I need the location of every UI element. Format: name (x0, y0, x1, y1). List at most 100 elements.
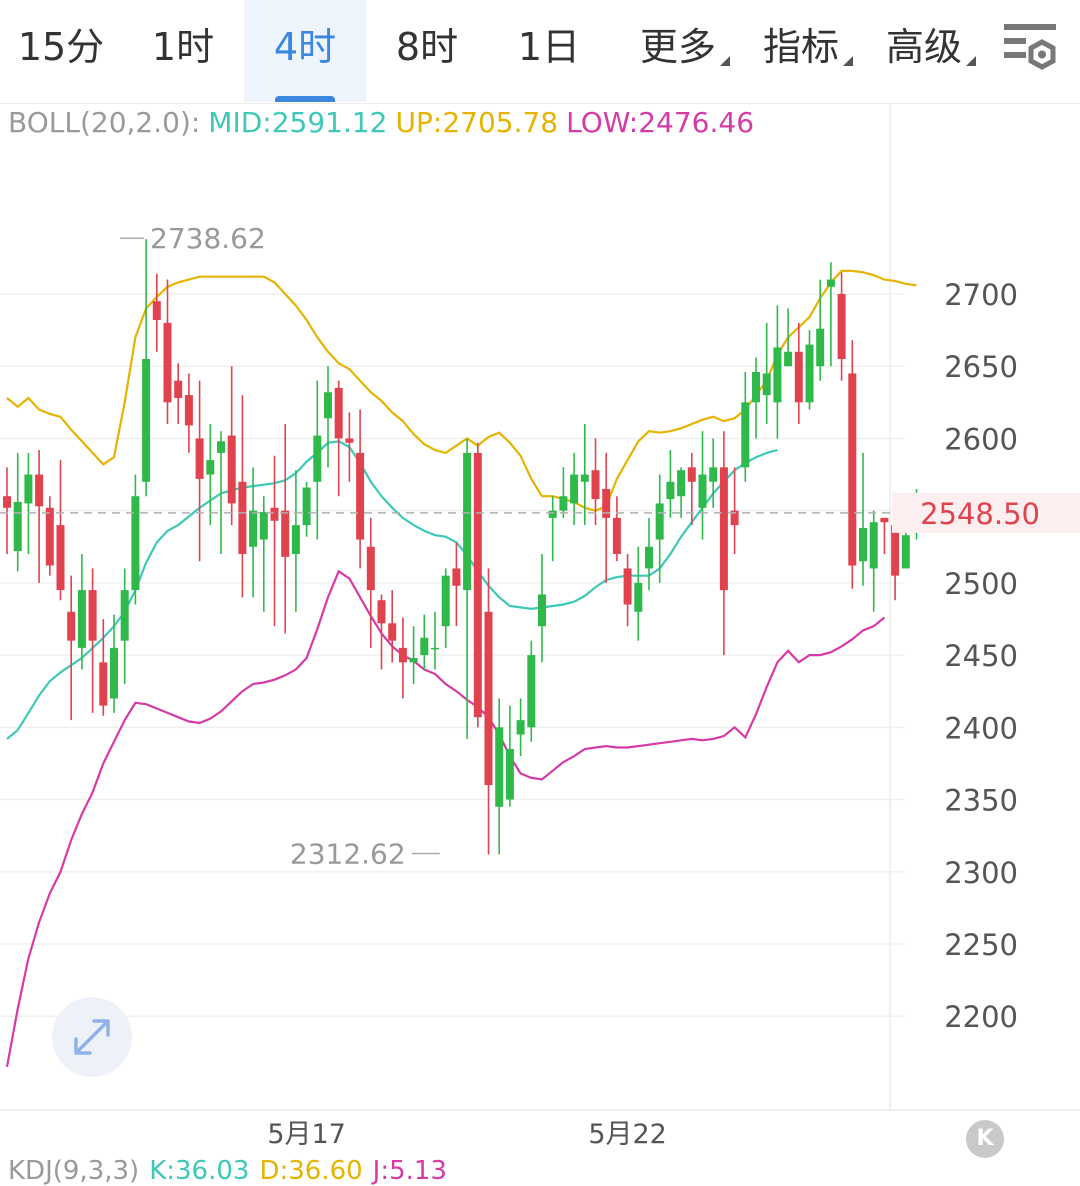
candle-body (24, 474, 33, 504)
candle-body (163, 322, 172, 403)
candle-body (869, 522, 878, 569)
candle-body (195, 438, 204, 479)
boll-low-value: LOW:2476.46 (566, 106, 755, 139)
boll-label: BOLL(20,2.0): (8, 106, 201, 139)
candle-body (655, 503, 664, 540)
candlestick-chart[interactable]: 2700265026002550250024502400235023002250… (0, 104, 1080, 1154)
candle-body (409, 657, 418, 663)
candle-body (612, 517, 621, 554)
timeframe-tabs: 15分 1时 4时 8时 1日 更多 指标 高级 (0, 0, 1080, 104)
candle-body (495, 727, 504, 807)
tab-more-dropdown[interactable]: 更多 (622, 0, 734, 102)
candle-body (206, 460, 215, 475)
candle-body (398, 647, 407, 663)
candle-body (891, 525, 900, 576)
candle-body (302, 487, 311, 526)
low-marker-label: 2312.62 (290, 838, 406, 871)
candle-body (538, 594, 546, 627)
tab-advanced-dropdown[interactable]: 高级 (868, 0, 980, 102)
candle-body (741, 402, 750, 468)
candle-body (730, 510, 739, 526)
y-tick-label: 2300 (944, 856, 1018, 890)
tab-15min[interactable]: 15分 (0, 0, 122, 102)
y-tick-label: 2500 (944, 567, 1018, 601)
y-tick-label: 2250 (944, 928, 1018, 962)
candle-body (634, 582, 643, 612)
candle-body (677, 470, 686, 497)
candle-body (527, 655, 536, 728)
boll-up-value: UP:2705.78 (395, 106, 559, 139)
candle-body (516, 720, 525, 735)
candle-body (56, 525, 65, 591)
candle-body (184, 395, 193, 426)
tab-label: 15分 (17, 25, 105, 69)
dropdown-caret-icon (966, 56, 976, 66)
boll-mid-line (6, 440, 778, 740)
tab-label: 1日 (517, 25, 581, 69)
candle-body (441, 575, 450, 627)
candle-body (645, 546, 653, 569)
candle-body (13, 501, 22, 552)
current-price-tag (892, 492, 1080, 533)
active-tab-indicator (275, 96, 335, 102)
candle-body (826, 279, 835, 287)
candle-body (99, 662, 108, 706)
dropdown-caret-icon (843, 56, 853, 66)
candle-body (837, 294, 846, 359)
candle-body (174, 380, 183, 398)
tab-label: 指标 (762, 25, 839, 69)
candle-body (45, 507, 54, 566)
chart-settings-icon (1004, 24, 1056, 70)
candle-body (366, 546, 375, 591)
x-axis-label: 5月22 (588, 1119, 667, 1150)
kdj-d-value: D:36.60 (259, 1156, 363, 1186)
candle-body (505, 748, 514, 800)
candle-body (67, 611, 76, 641)
tab-8hour[interactable]: 8时 (366, 0, 488, 102)
candle-body (281, 510, 290, 557)
candle-body (559, 496, 568, 511)
candle-body (388, 623, 397, 641)
tab-4hour[interactable]: 4时 (244, 0, 366, 102)
candle-body (623, 568, 632, 605)
candle-body (152, 301, 161, 320)
tab-label: 高级 (885, 25, 962, 69)
candle-body (784, 351, 793, 367)
candle-body (591, 470, 600, 500)
chart-settings-button[interactable] (996, 14, 1066, 84)
candle-body (452, 568, 461, 586)
candle-body (848, 373, 857, 566)
y-tick-label: 2200 (944, 1000, 1018, 1034)
current-price-label: 2548.50 (920, 497, 1040, 531)
tab-indicators-dropdown[interactable]: 指标 (745, 0, 857, 102)
y-tick-label: 2600 (944, 422, 1018, 456)
candle-body (420, 637, 429, 656)
candle-body (227, 435, 236, 504)
candle-body (35, 474, 44, 507)
candle-body (548, 510, 557, 518)
k-chart-badge[interactable]: K (966, 1120, 1004, 1158)
candle-body (762, 373, 771, 396)
candle-body (901, 535, 910, 569)
candle-body (580, 474, 589, 482)
y-tick-label: 2350 (944, 784, 1018, 818)
candle-body (602, 488, 611, 518)
tab-1day[interactable]: 1日 (488, 0, 610, 102)
candle-body (752, 371, 760, 403)
tab-label: 8时 (395, 25, 459, 69)
candle-body (816, 328, 825, 367)
boll-mid-value: MID:2591.12 (208, 106, 388, 139)
candle-body (463, 452, 472, 591)
candle-body (334, 387, 343, 439)
tab-1hour[interactable]: 1时 (122, 0, 244, 102)
candle-body (131, 496, 140, 591)
tab-label: 更多 (639, 25, 716, 69)
candle-body (794, 351, 803, 403)
kdj-legend: KDJ(9,3,3) K:36.03 D:36.60 J:5.13 (8, 1156, 457, 1186)
y-tick-label: 2450 (944, 639, 1018, 673)
fullscreen-button[interactable] (52, 997, 132, 1077)
candle-body (259, 512, 268, 540)
candle-body (377, 600, 386, 624)
candle-body (324, 392, 332, 419)
candle-body (570, 474, 579, 504)
